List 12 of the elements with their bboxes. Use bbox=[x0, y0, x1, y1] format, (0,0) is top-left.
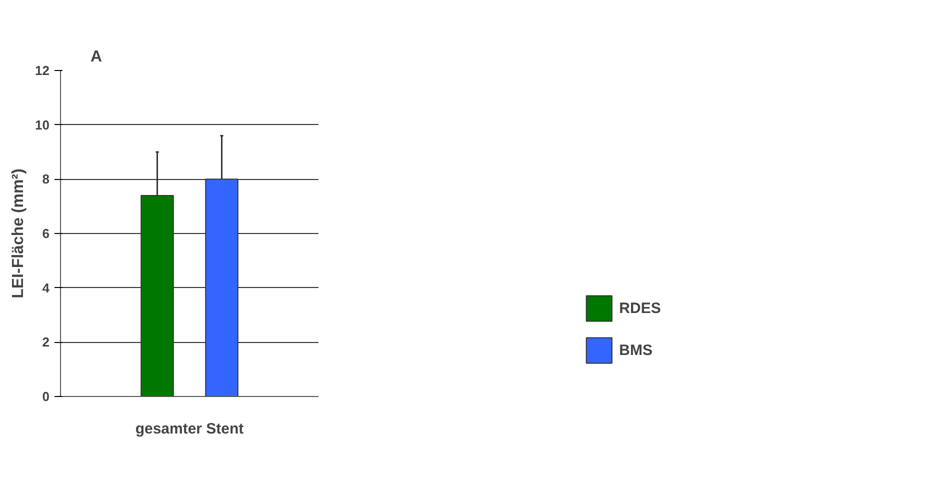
chart-title: A bbox=[90, 48, 102, 66]
legend-label: BMS bbox=[619, 342, 652, 358]
y-tick-label: 2 bbox=[42, 334, 50, 350]
x-tick-label: gesamter Stent bbox=[135, 420, 244, 438]
y-tick-label: 10 bbox=[35, 117, 50, 132]
y-tick-label: 4 bbox=[42, 280, 50, 296]
y-axis-title: LEI-Fläche (mm²) bbox=[10, 168, 28, 298]
legend-label: RDES bbox=[619, 300, 661, 316]
y-tick-label: 6 bbox=[42, 226, 50, 241]
y-tick-label: 0 bbox=[42, 389, 50, 404]
y-tick-label: 12 bbox=[35, 63, 50, 78]
y-tick-label: 8 bbox=[42, 172, 50, 187]
